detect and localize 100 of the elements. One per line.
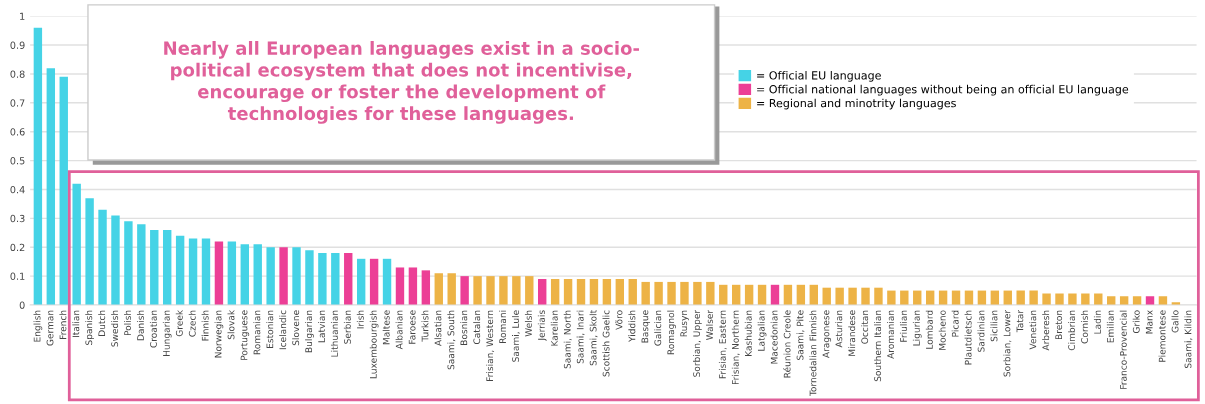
bar <box>266 247 275 306</box>
x-tick-label: Icelandic <box>279 310 287 350</box>
x-tick-label: Romani <box>499 310 507 343</box>
x-tick-label: Réunion Creole <box>783 310 791 378</box>
bar <box>486 276 495 306</box>
bar <box>1068 293 1077 306</box>
bar <box>227 241 237 306</box>
bar <box>318 253 327 306</box>
x-tick-label: Croatian <box>149 310 157 348</box>
x-tick-label: Bulgarian <box>305 310 314 353</box>
x-tick-label: Emilian <box>1106 310 1114 343</box>
x-tick-label: Manx <box>1145 310 1153 334</box>
bar <box>421 270 431 306</box>
x-tick-label: Tatar <box>1016 309 1024 333</box>
bar <box>667 281 676 306</box>
bar <box>680 281 689 306</box>
x-tick-label: Scottish Gaelic <box>602 310 610 377</box>
x-tick-label: Alsatian <box>434 310 442 347</box>
x-tick-label: Maltese <box>382 310 390 345</box>
legend-label: = Regional and minotrity languages <box>757 98 956 110</box>
x-tick-label: Ligurian <box>912 310 922 346</box>
bar <box>408 267 418 306</box>
x-tick-label: Norwegian <box>214 310 224 358</box>
x-tick-label: Polish <box>124 310 132 336</box>
x-tick-label: Jerriais <box>537 310 547 342</box>
legend-label: = Official EU language <box>757 70 881 82</box>
x-tick-label: Ladin <box>1093 310 1101 334</box>
bar <box>887 290 896 306</box>
y-tick-label: 0 <box>19 301 25 309</box>
x-tick-label: Saami, South <box>447 310 456 370</box>
x-tick-label: Friulian <box>899 310 907 342</box>
x-tick-label: French <box>59 310 67 339</box>
x-tick-label: Portuguese <box>240 310 250 360</box>
x-tick-label: Cornish <box>1080 310 1088 344</box>
x-tick-label: Rusyn <box>680 310 689 337</box>
x-tick-label: Luxembourgish <box>369 310 379 379</box>
bar <box>72 183 81 306</box>
x-tick-label: Romagnol <box>667 310 676 355</box>
x-tick-label: Romanian <box>253 310 261 355</box>
bar <box>563 279 573 306</box>
x-tick-label: Aromanian <box>887 310 894 359</box>
x-tick-label: Mirandese <box>848 310 856 356</box>
x-tick-label: Irish <box>356 310 364 329</box>
x-tick-label: Danish <box>136 310 144 341</box>
x-tick-label: Greek <box>175 309 183 337</box>
bar <box>512 276 521 306</box>
bar <box>525 276 534 306</box>
bar <box>848 287 857 306</box>
y-tick-label: 0.8 <box>10 70 25 78</box>
legend-label: = Official national languages without being an official EU language <box>757 84 1129 96</box>
bar <box>835 287 844 306</box>
x-tick-label: Sardinian <box>977 310 985 352</box>
bar <box>538 279 547 306</box>
x-tick-label: Saami, Inari <box>576 310 585 364</box>
bar <box>253 244 262 306</box>
x-tick-label: Sorbian, Lower <box>1003 309 1012 377</box>
x-tick-label: Piemontese <box>1158 310 1166 362</box>
annotation: Nearly all European languages exist in a socio- political ecosystem that does not incentivise, encourage or foster the development of technologies for these languages. <box>164 41 639 124</box>
x-tick-label: Griko <box>1132 310 1140 334</box>
x-tick-label: Bosnian <box>460 310 468 345</box>
bar <box>395 267 405 306</box>
x-tick-label: Frisian, Eastern <box>718 310 727 379</box>
x-tick-label: Mocheno <box>938 310 946 350</box>
bar <box>1029 290 1038 306</box>
x-tick-label: Slovak <box>227 309 235 340</box>
bar <box>188 238 198 306</box>
bar <box>59 76 68 306</box>
x-tick-label: Serbian <box>343 310 351 344</box>
bar <box>214 241 224 306</box>
x-tick-label: Albanian <box>395 310 403 350</box>
x-tick-label: Lombard <box>925 310 933 349</box>
bar <box>85 198 94 306</box>
bar <box>473 276 482 306</box>
bar <box>628 279 637 306</box>
x-tick-label: Tornedalian Finnish <box>809 310 817 397</box>
x-tick-label: Italian <box>72 310 80 337</box>
y-tick-label: 0.4 <box>10 185 25 194</box>
x-tick-label: Latgalian <box>757 310 767 351</box>
x-tick-label: Breton <box>1055 310 1063 340</box>
bar <box>641 281 650 306</box>
x-tick-label: Lithuanian <box>330 310 338 357</box>
bar <box>602 279 612 306</box>
bar <box>382 258 392 306</box>
bar <box>124 221 133 306</box>
bar <box>1094 293 1103 306</box>
x-tick-label: Frisian, Northern <box>731 310 740 385</box>
x-tick-label: Frisian, Western <box>486 310 495 381</box>
x-tick-label: Macedonian <box>770 310 778 364</box>
bar <box>1081 293 1090 306</box>
x-tick-label: Dutch <box>98 310 106 336</box>
bar <box>98 209 107 306</box>
x-tick-label: Estonian <box>266 310 274 348</box>
bar <box>706 281 715 306</box>
bar <box>1016 290 1025 306</box>
bar <box>576 279 586 306</box>
bar <box>447 273 456 306</box>
x-tick-label: English <box>33 310 43 342</box>
y-tick-label: 0.2 <box>10 243 25 252</box>
x-tick-label: Saami, Skolt <box>589 310 598 366</box>
bar <box>861 287 870 306</box>
